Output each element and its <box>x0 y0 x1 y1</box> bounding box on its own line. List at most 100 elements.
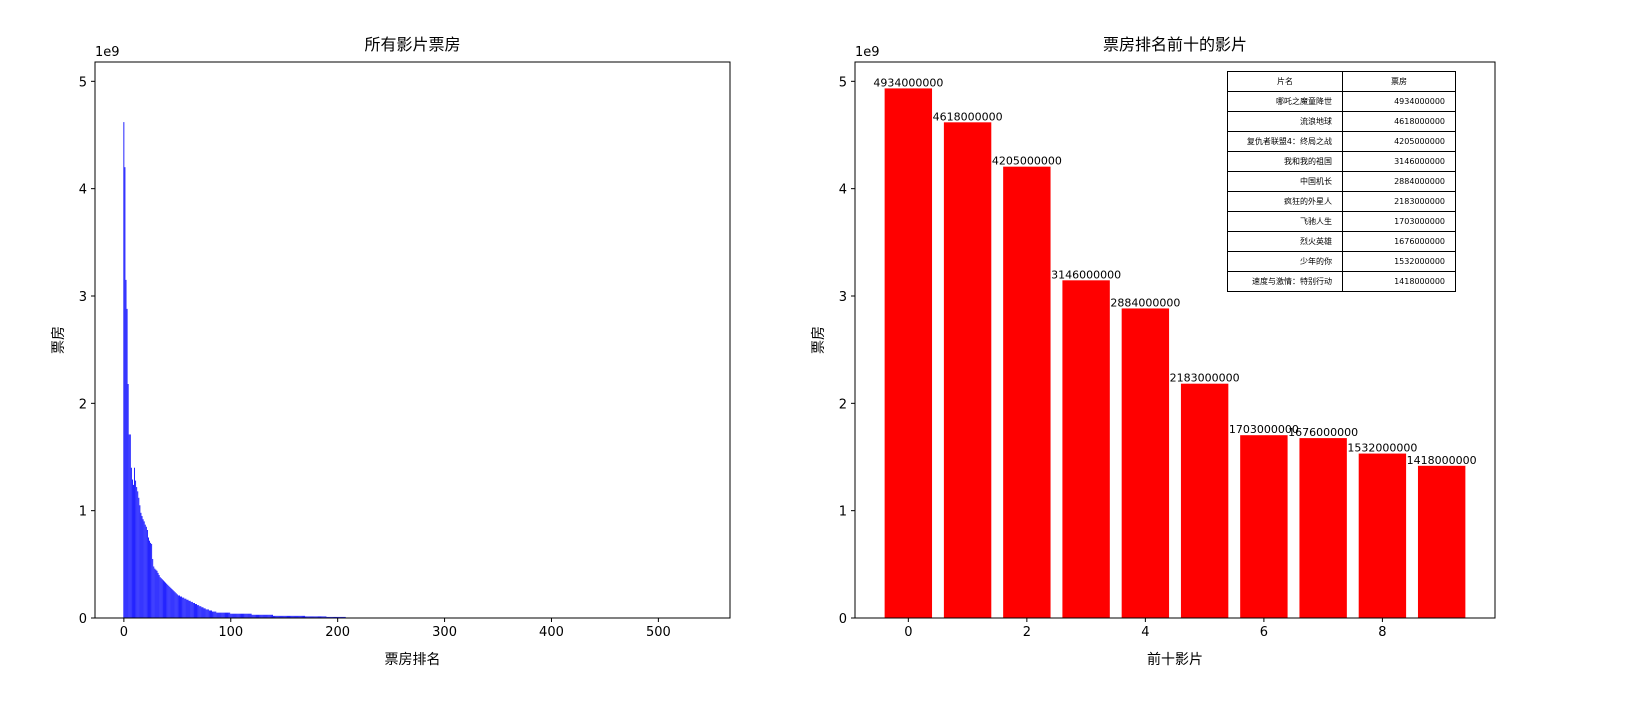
bar-data-label: 4618000000 <box>933 110 1003 123</box>
bar <box>242 613 243 618</box>
table-row: 少年的你 1532000000 <box>1227 251 1456 272</box>
bar <box>312 616 314 618</box>
bar <box>166 583 168 618</box>
bar <box>321 616 323 618</box>
bar <box>220 612 222 618</box>
bar <box>124 167 126 618</box>
y-offset-label: 1e9 <box>95 45 120 60</box>
bar <box>143 521 145 618</box>
bar <box>198 605 200 618</box>
bar <box>228 612 230 618</box>
bar <box>327 616 329 618</box>
bar <box>152 558 154 618</box>
bar <box>149 540 150 618</box>
bar <box>226 612 227 618</box>
bar <box>306 616 308 618</box>
bar <box>325 616 327 618</box>
bar <box>213 611 215 618</box>
bar <box>214 611 216 618</box>
table-row: 哪吒之魔童降世 4934000000 <box>1227 91 1456 112</box>
bar <box>187 599 189 618</box>
bar <box>217 612 219 618</box>
bar <box>260 614 262 618</box>
bar <box>204 608 206 618</box>
bar <box>273 615 274 618</box>
bar <box>268 614 270 618</box>
bar <box>262 614 264 618</box>
bar <box>131 479 133 618</box>
bar <box>210 610 211 618</box>
bar <box>186 599 188 618</box>
bar <box>215 611 217 618</box>
bar <box>322 616 324 618</box>
bar <box>329 616 331 618</box>
bar-data-label: 1532000000 <box>1347 442 1417 455</box>
bar <box>267 614 269 618</box>
bar <box>298 615 300 618</box>
bar <box>195 604 196 618</box>
x-axis-label: 票房排名 <box>385 652 441 668</box>
table-row: 烈火英雄 1676000000 <box>1227 231 1456 252</box>
bar <box>294 615 296 618</box>
bar <box>181 596 183 618</box>
bar <box>281 615 283 618</box>
bar <box>316 616 318 618</box>
bar <box>255 614 257 618</box>
bar <box>272 614 273 618</box>
bar <box>137 491 139 618</box>
bar <box>263 614 265 618</box>
x-tick-label: 4 <box>1141 625 1149 640</box>
bar <box>169 586 171 618</box>
bar <box>211 610 212 618</box>
table-cell-name: 飞驰人生 <box>1227 211 1343 232</box>
x-tick-label: 400 <box>539 625 564 640</box>
bar <box>230 613 232 618</box>
bar <box>254 614 256 618</box>
bar <box>335 616 336 618</box>
bar <box>258 614 259 618</box>
x-axis-label: 前十影片 <box>1147 651 1203 668</box>
table-cell-name: 中国机长 <box>1227 171 1343 192</box>
x-tick-label: 8 <box>1378 625 1386 640</box>
table-cell-boxoffice: 2884000000 <box>1342 171 1456 192</box>
y-tick-label: 3 <box>839 290 847 305</box>
table-row: 中国机长 2884000000 <box>1227 171 1456 192</box>
table-cell-boxoffice: 4934000000 <box>1342 91 1456 112</box>
bar <box>252 614 254 618</box>
bar <box>245 613 247 618</box>
plot-frame <box>854 61 1496 619</box>
bar <box>289 615 290 618</box>
bar <box>136 487 138 618</box>
bar <box>146 529 148 618</box>
bar <box>297 615 299 618</box>
table-cell-name: 烈火英雄 <box>1227 231 1343 252</box>
bar <box>324 616 326 618</box>
bar <box>191 601 193 618</box>
bar <box>212 611 214 618</box>
bar <box>164 581 165 618</box>
bar <box>231 613 233 618</box>
bar <box>270 614 272 618</box>
bar <box>326 616 328 618</box>
bar <box>288 615 289 618</box>
bar <box>201 607 203 618</box>
bar <box>311 616 313 618</box>
bar <box>277 615 279 618</box>
bar <box>158 575 160 618</box>
bar <box>1358 453 1407 618</box>
bar <box>172 590 174 618</box>
table-cell-name: 流浪地球 <box>1227 111 1343 132</box>
bar <box>151 543 153 618</box>
bar <box>292 615 294 618</box>
bar <box>259 614 261 618</box>
table-cell-boxoffice: 3146000000 <box>1342 151 1456 172</box>
bar-data-label: 4205000000 <box>992 155 1062 168</box>
bar <box>161 579 163 618</box>
bar <box>328 616 330 618</box>
bar <box>248 613 250 618</box>
bar <box>235 613 237 618</box>
bar <box>280 615 282 618</box>
bar <box>264 614 266 618</box>
bar <box>189 600 191 618</box>
